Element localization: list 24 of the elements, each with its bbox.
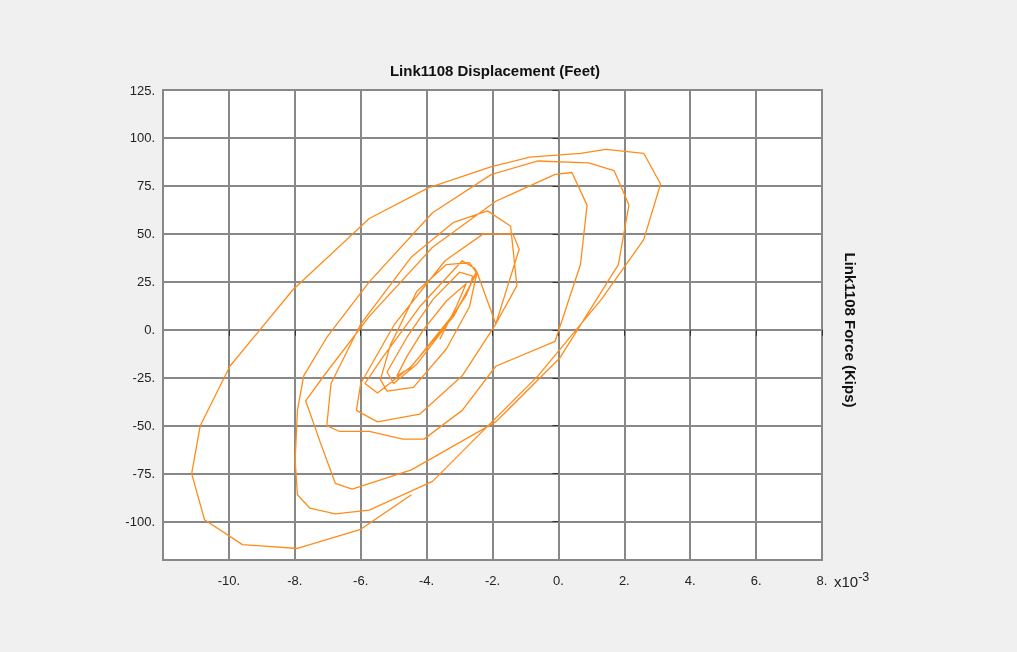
chart-title: Link1108 Displacement (Feet) xyxy=(389,62,601,79)
line-series xyxy=(191,148,662,550)
x-tick-label: 6. xyxy=(750,573,762,588)
x-tick-label: -8. xyxy=(287,573,303,588)
x-tick-label: 8. xyxy=(816,573,828,588)
x-tick-label: -10. xyxy=(217,573,241,588)
y-tick-label: -50. xyxy=(132,418,155,434)
y-tick-label: 50. xyxy=(136,226,155,242)
y-tick-label: -25. xyxy=(132,370,155,386)
x-tick-label: 2. xyxy=(618,573,630,588)
y-tick-label: -75. xyxy=(132,466,155,482)
x-tick-label: -6. xyxy=(353,573,369,588)
x-tick-label: 4. xyxy=(684,573,696,588)
x-tick-label: -2. xyxy=(484,573,501,588)
x-tick-label: -4. xyxy=(419,573,435,588)
y-axis-title: Link1108 Force (Kips) xyxy=(841,252,859,408)
y-tick-label: 125. xyxy=(129,82,155,98)
y-tick-label: 25. xyxy=(136,274,155,290)
text: x10$^{-3}$ xyxy=(834,570,870,590)
y-tick-label: 0. xyxy=(144,322,155,338)
x-tick-label: 0. xyxy=(552,573,564,588)
y-tick-label: 100. xyxy=(129,130,155,146)
y-tick-label: -100. xyxy=(125,514,155,530)
y-tick-label: 75. xyxy=(136,178,155,194)
